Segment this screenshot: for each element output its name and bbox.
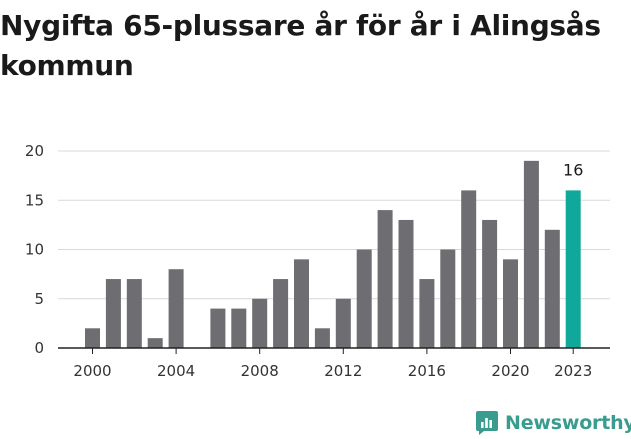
bar-2001: [105, 279, 121, 348]
x-tick-label: 2012: [324, 362, 362, 380]
bar-2006: [210, 308, 226, 348]
brand-logo: Newsworthy: [475, 408, 631, 438]
chart-title: Nygifta 65-plussare år för år i Alingsås…: [0, 9, 601, 82]
y-tick-label: 20: [25, 142, 44, 160]
brand-name: Newsworthy: [505, 412, 631, 434]
x-tick-label: 2020: [491, 362, 529, 380]
bar-2022: [544, 229, 560, 348]
bar-2015: [398, 219, 414, 348]
bar-2004: [168, 269, 184, 348]
bar-2013: [356, 249, 372, 348]
x-tick-label: 2023: [554, 362, 592, 380]
bar-2017: [440, 249, 456, 348]
bar-2008: [252, 298, 268, 348]
x-tick-label: 2004: [157, 362, 195, 380]
bar-2014: [377, 210, 393, 348]
bar-2012: [335, 298, 351, 348]
y-tick-label: 15: [25, 191, 44, 209]
bar-2000: [85, 328, 100, 348]
bar-2020: [503, 259, 518, 348]
y-axis-ticks: 0 5 10 15 20: [25, 142, 44, 357]
bar-2023: [565, 190, 581, 348]
bar-2002: [126, 279, 142, 348]
bar-2021: [523, 160, 539, 348]
newsworthy-logo-icon: [476, 411, 498, 435]
bar-2019: [482, 219, 498, 348]
x-tick-label: 2016: [408, 362, 446, 380]
y-tick-label: 5: [34, 290, 44, 308]
bars: [85, 160, 581, 348]
bar-2003: [147, 338, 163, 348]
bar-2018: [461, 190, 477, 348]
bar-2010: [294, 259, 309, 348]
data-label-2023: 16: [563, 160, 583, 179]
bar-2016: [419, 279, 435, 348]
bar-2007: [231, 308, 247, 348]
x-axis-ticks: 2000 2004 2008 2012 2016 2020 2023: [73, 348, 592, 380]
y-tick-label: 10: [25, 241, 44, 259]
x-tick-label: 2008: [241, 362, 279, 380]
bar-2009: [273, 279, 289, 348]
x-tick-label: 2000: [73, 362, 111, 380]
data-labels: 16: [563, 160, 583, 179]
y-tick-label: 0: [34, 339, 44, 357]
bar-2011: [314, 328, 330, 348]
